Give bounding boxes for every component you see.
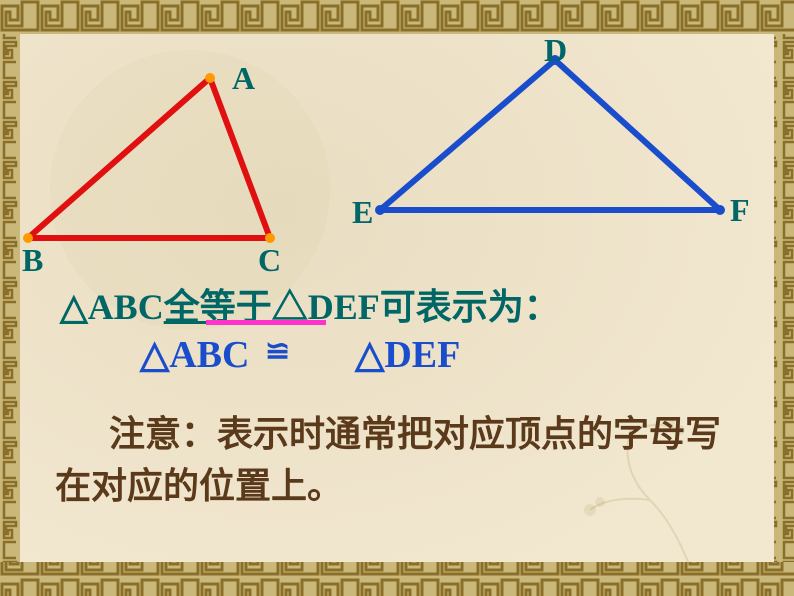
abc-text: ABC <box>88 287 164 327</box>
slide-content: A B C D E F △ABC全等于△DEF可表示为： △ABC ≌ △DEF… <box>0 0 794 596</box>
tri-symbol-blue-1: △ <box>140 334 169 376</box>
vertex-e-dot <box>375 205 385 215</box>
vertex-label-f: F <box>730 192 750 229</box>
vertex-label-c: C <box>258 242 281 279</box>
tri-symbol-blue-2: △ <box>355 334 384 376</box>
suffix-text: 可表示为： <box>380 287 560 327</box>
vertex-label-a: A <box>232 60 255 97</box>
note-label: 注意： <box>109 414 217 454</box>
tri-symbol: △ <box>60 287 88 327</box>
def-blue: DEF <box>384 334 460 376</box>
abc-blue: ABC <box>169 334 249 376</box>
vertex-f-dot <box>715 205 725 215</box>
note-block: 注意：表示时通常把对应顶点的字母写在对应的位置上。 <box>55 408 739 512</box>
vertex-label-b: B <box>22 242 43 279</box>
triangles-diagram <box>20 40 774 270</box>
congruent-symbol: ≌ <box>265 335 290 368</box>
vertex-a-dot <box>205 73 215 83</box>
pink-underline <box>206 320 326 325</box>
vertex-label-e: E <box>352 194 373 231</box>
statement-line-2: △ABC ≌ △DEF <box>140 332 460 377</box>
triangle-def <box>380 60 720 210</box>
vertex-label-d: D <box>544 32 567 69</box>
triangle-abc <box>28 78 270 238</box>
